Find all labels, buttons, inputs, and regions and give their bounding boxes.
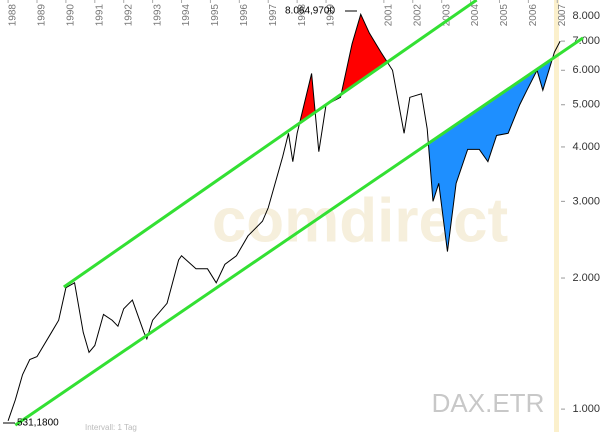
breakout-area <box>299 73 316 124</box>
x-tick-label: 1997 <box>268 4 279 27</box>
x-tick-label: 2007 <box>557 4 568 27</box>
x-tick-label: 1996 <box>239 4 250 27</box>
y-tick-label: 3.000 <box>572 195 600 207</box>
x-tick-label: 1995 <box>210 4 221 27</box>
price-line <box>7 12 561 421</box>
x-tick-label: 1992 <box>123 4 134 27</box>
annotation: 8.064,9700 <box>285 6 335 17</box>
x-tick-label: 2004 <box>470 4 481 27</box>
x-tick-label: 2002 <box>412 4 423 27</box>
breakout-area <box>341 14 388 95</box>
x-tick-label: 2006 <box>528 4 539 27</box>
x-tick-label: 1993 <box>152 4 163 27</box>
x-tick-label: 1990 <box>66 4 77 27</box>
x-tick-label: 1988 <box>8 4 19 27</box>
annotation: 531,1800 <box>17 418 59 429</box>
x-tick-label: 1999 <box>326 4 337 27</box>
x-tick-label: 1998 <box>297 4 308 27</box>
y-tick-label: 7.000 <box>572 35 600 47</box>
symbol-label: DAX.ETR <box>432 388 545 418</box>
x-tick-label: 1991 <box>94 4 105 27</box>
y-tick-label: 8.000 <box>572 10 600 22</box>
x-tick-label: 2003 <box>441 4 452 27</box>
y-tick-label: 4.000 <box>572 141 600 153</box>
x-tick-label: 2005 <box>499 4 510 27</box>
y-tick-label: 5.000 <box>572 99 600 111</box>
x-tick-label: 1994 <box>181 4 192 27</box>
x-tick-label: 1989 <box>37 4 48 27</box>
trend-line <box>14 36 584 427</box>
trend-line <box>63 0 478 289</box>
watermark: comdirect <box>212 186 508 255</box>
y-tick-label: 1.000 <box>572 403 600 415</box>
y-tick-label: 2.000 <box>572 272 600 284</box>
interval-label: Intervall: 1 Tag <box>85 423 137 432</box>
x-tick-label: 2001 <box>383 4 394 27</box>
y-tick-label: 6.000 <box>572 64 600 76</box>
current-period-band <box>554 0 559 432</box>
breakout-area <box>428 58 553 252</box>
